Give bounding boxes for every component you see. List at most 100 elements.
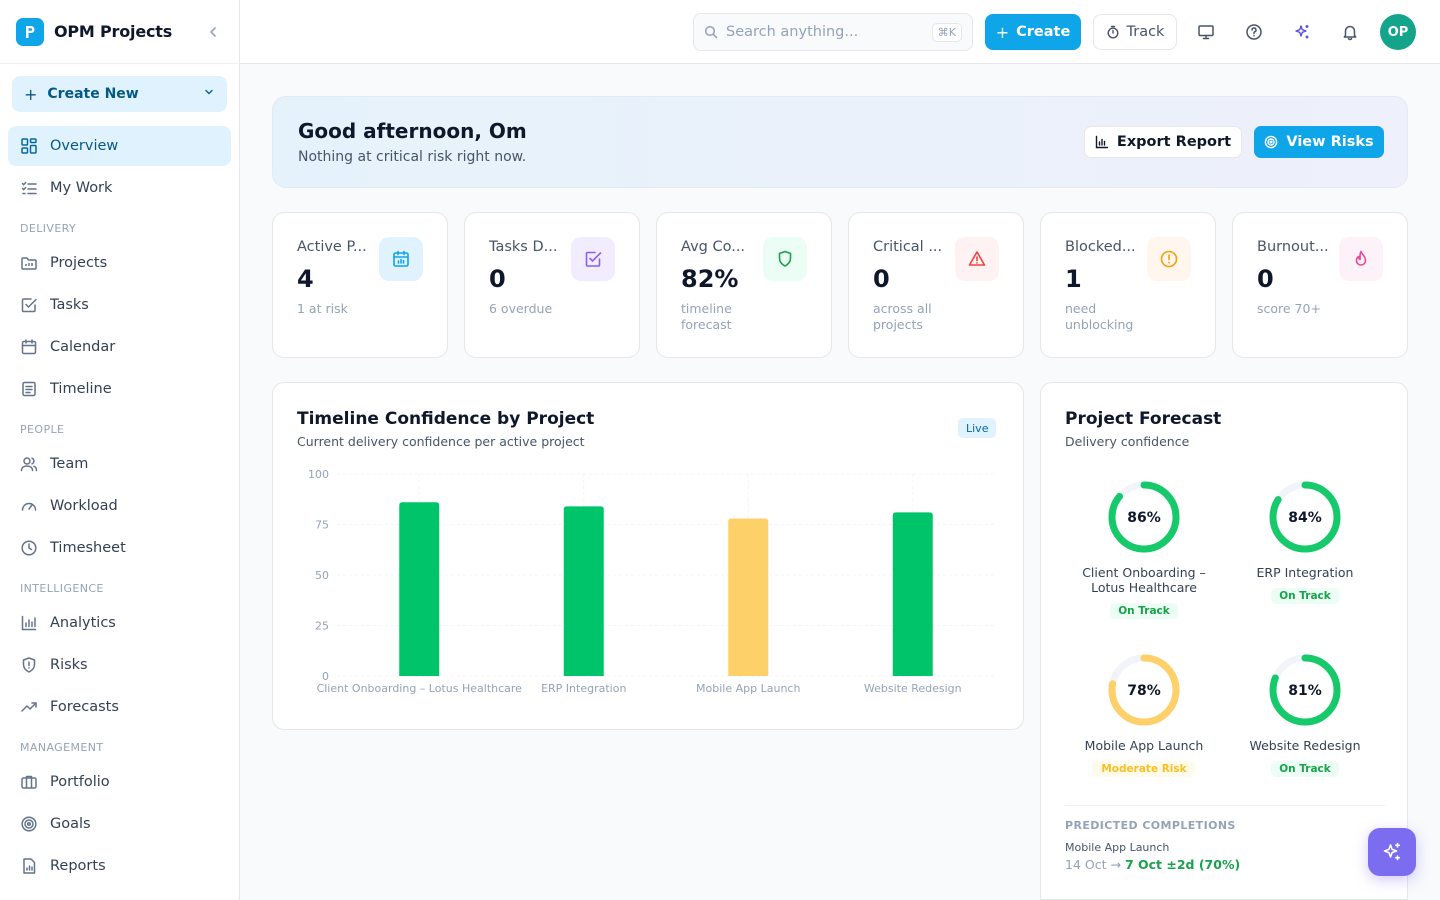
ring-progress	[1269, 654, 1341, 726]
view-risks-label: View Risks	[1286, 134, 1374, 150]
sidebar-item-goals[interactable]: Goals	[8, 804, 231, 844]
divider	[1065, 805, 1385, 806]
bar	[399, 502, 440, 676]
monitor-icon[interactable]	[1194, 20, 1218, 44]
sidebar-item-analytics[interactable]: Analytics	[8, 603, 231, 643]
sidebar-item-team[interactable]: Team	[8, 444, 231, 484]
sidebar-item-projects[interactable]: Projects	[8, 243, 231, 283]
sidebar-item-timeline[interactable]: Timeline	[8, 369, 231, 409]
gauge-icon	[21, 502, 37, 511]
plus-icon: +	[24, 84, 38, 104]
x-tick-label: Client Onboarding – Lotus Healthcare	[317, 682, 523, 695]
help-icon[interactable]	[1242, 20, 1266, 44]
sidebar-item-risks[interactable]: Risks	[8, 645, 231, 685]
track-button[interactable]: Track	[1093, 14, 1177, 50]
search-icon	[704, 25, 718, 39]
stat-card-burnout[interactable]: Burnout... 0 score 70+	[1232, 212, 1408, 358]
sidebar-item-label: Risks	[50, 657, 88, 673]
bell-icon[interactable]	[1338, 20, 1362, 44]
y-tick-label: 75	[315, 519, 329, 532]
stat-card-active-projects[interactable]: Active P... 4 1 at risk	[272, 212, 448, 358]
ring-percent: 86%	[1127, 510, 1161, 526]
sidebar-item-workload[interactable]: Workload	[8, 486, 231, 526]
search-shortcut: ⌘K	[931, 22, 962, 42]
stat-value: 0	[873, 265, 890, 293]
report-icon	[23, 858, 36, 874]
sidebar-item-my-work[interactable]: My Work	[8, 168, 231, 208]
sidebar-item-calendar[interactable]: Calendar	[8, 327, 231, 367]
greeting-title: Good afternoon, Om	[298, 119, 527, 143]
briefcase-icon	[21, 775, 37, 789]
stat-value: 0	[489, 265, 506, 293]
chevron-down-icon	[203, 86, 215, 102]
stat-note: 1 at risk	[297, 301, 348, 316]
stat-card-avg-confidence[interactable]: Avg Co... 82% timeline forecast	[656, 212, 832, 358]
chart-card-title: Timeline Confidence by Project	[297, 409, 595, 429]
forecast-ring[interactable]: 84% ERP Integration On Track	[1230, 479, 1380, 604]
forecast-title: Project Forecast	[1065, 409, 1222, 429]
shield-icon	[763, 237, 807, 281]
ring-percent: 78%	[1127, 683, 1161, 699]
bar	[563, 506, 604, 676]
status-badge: On Track	[1271, 588, 1339, 604]
create-button[interactable]: + Create	[985, 14, 1081, 50]
status-badge: On Track	[1110, 603, 1178, 619]
stat-note: 6 overdue	[489, 301, 553, 316]
arrow-right-icon: →	[1110, 857, 1121, 872]
create-new-button[interactable]: + Create New	[12, 76, 227, 112]
x-tick-label: Website Redesign	[864, 682, 962, 695]
stat-card-tasks-done[interactable]: Tasks D... 0 6 overdue	[464, 212, 640, 358]
y-tick-label: 50	[315, 569, 329, 582]
brand-logo-icon	[16, 17, 44, 46]
live-badge: Live	[958, 418, 997, 438]
y-tick-label: 25	[315, 620, 329, 633]
alert-circle-icon	[1147, 237, 1191, 281]
forecast-project-name: Mobile App Launch	[1084, 738, 1204, 753]
stat-label: Blocked...	[1065, 239, 1136, 255]
stat-note: timeline forecast	[681, 301, 732, 332]
sidebar-item-label: Projects	[50, 255, 108, 271]
collapse-sidebar-icon[interactable]	[203, 22, 223, 42]
clock-icon	[21, 540, 37, 556]
create-button-label: Create	[1016, 24, 1071, 40]
sidebar-item-label: Reports	[50, 858, 106, 874]
avatar[interactable]: OP	[1380, 14, 1416, 50]
status-badge: On Track	[1271, 761, 1339, 777]
warning-icon	[955, 237, 999, 281]
sparkles-icon[interactable]	[1290, 20, 1314, 44]
search-input[interactable]	[726, 24, 916, 40]
export-report-label: Export Report	[1116, 134, 1232, 150]
forecast-ring[interactable]: 78% Mobile App Launch Moderate Risk	[1069, 652, 1219, 777]
sidebar-item-overview[interactable]: Overview	[8, 126, 231, 166]
sidebar-item-forecasts[interactable]: Forecasts	[8, 687, 231, 727]
stat-note: score 70+	[1257, 301, 1321, 316]
forecast-subtitle: Delivery confidence	[1065, 434, 1190, 449]
sidebar-item-label: Forecasts	[50, 699, 119, 715]
sidebar-item-label: Team	[50, 456, 89, 472]
sidebar-item-reports[interactable]: Reports	[8, 846, 231, 886]
view-risks-button[interactable]: View Risks	[1254, 126, 1384, 158]
export-report-button[interactable]: Export Report	[1084, 126, 1242, 158]
ring-percent: 81%	[1288, 683, 1322, 699]
stat-card-critical[interactable]: Critical ... 0 across all projects	[848, 212, 1024, 358]
sidebar-item-portfolio[interactable]: Portfolio	[8, 762, 231, 802]
forecast-ring[interactable]: 86% Client Onboarding – Lotus Healthcare…	[1069, 479, 1219, 619]
stopwatch-icon	[1107, 25, 1119, 39]
sidebar-item-timesheet[interactable]: Timesheet	[8, 528, 231, 568]
topbar: ⌘K + Create Track OP	[240, 0, 1440, 64]
ai-assistant-button[interactable]	[1368, 828, 1416, 876]
target-icon	[21, 816, 37, 832]
stat-label: Active P...	[297, 239, 367, 255]
stat-card-blocked[interactable]: Blocked... 1 need unblocking	[1040, 212, 1216, 358]
project-forecast-card: Project Forecast Delivery confidence 86%…	[1040, 382, 1408, 900]
sidebar-item-tasks[interactable]: Tasks	[8, 285, 231, 325]
create-new-label: Create New	[47, 86, 139, 102]
stat-value: 4	[297, 265, 314, 293]
y-tick-label: 100	[308, 468, 329, 481]
brand-name: OPM Projects	[54, 22, 173, 41]
forecast-ring[interactable]: 81% Website Redesign On Track	[1230, 652, 1380, 777]
search-box[interactable]: ⌘K	[693, 13, 973, 51]
plus-icon: +	[995, 22, 1010, 42]
progress-ring: 78%	[1108, 654, 1180, 726]
nav-section-title: DELIVERY	[20, 222, 77, 235]
